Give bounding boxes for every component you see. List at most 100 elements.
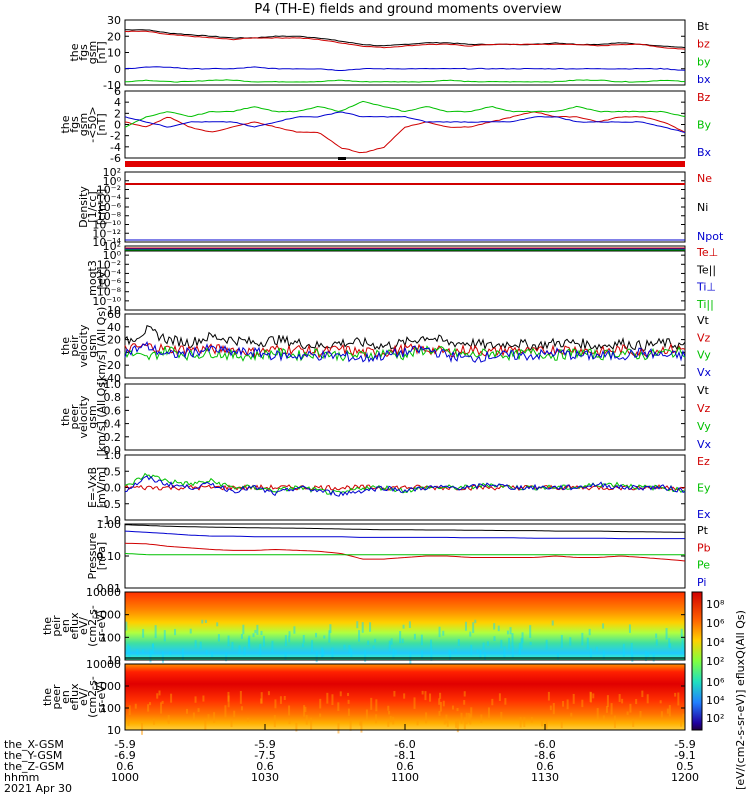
spectrogram-noise xyxy=(358,630,361,642)
spectrogram-noise xyxy=(469,631,472,637)
y-axis-label: (cm2-s- xyxy=(86,605,99,647)
spectrogram-noise xyxy=(392,716,395,725)
spectrogram-noise xyxy=(681,638,684,652)
spectrogram-noise xyxy=(267,691,270,696)
spectrogram-noise xyxy=(393,690,396,697)
spectrogram-noise xyxy=(127,644,130,653)
y-axis-label: gsm xyxy=(77,113,90,136)
y-axis-label: peir xyxy=(68,335,81,357)
y-tick-label: -40 xyxy=(103,372,121,385)
y-axis-label: eV/ xyxy=(77,688,90,706)
spectrogram-noise xyxy=(372,645,375,649)
spectrogram-noise xyxy=(217,634,220,642)
spectrogram-noise xyxy=(479,649,482,659)
legend-peer-velocity-Vy: Vy xyxy=(697,420,711,433)
y-axis-label: fgs xyxy=(77,44,90,61)
x-tick-label: -6.0 xyxy=(534,738,555,751)
series-e-vxb-Ez xyxy=(124,484,686,491)
spectrogram-noise xyxy=(520,638,523,650)
spectrogram-noise xyxy=(256,624,259,635)
legend-density-Ni: Ni xyxy=(697,201,708,214)
spectrogram-noise xyxy=(491,698,494,706)
y-axis-label: (cm2-s- xyxy=(86,676,99,718)
y-tick-label: 0.01 xyxy=(97,582,122,595)
spectrogram-noise xyxy=(343,644,346,650)
spectrogram-noise xyxy=(605,706,608,713)
legend-e-vxb-Ez: Ez xyxy=(697,455,710,468)
spectrogram-noise xyxy=(328,630,331,643)
spectrogram-noise xyxy=(424,691,427,701)
spectrogram-noise xyxy=(523,717,526,728)
spectrogram-noise xyxy=(438,698,441,705)
spectrogram-noise xyxy=(476,649,479,653)
y-axis-label: [eV] xyxy=(95,267,108,290)
spectrogram-noise xyxy=(224,705,227,718)
y-tick-label: 1.00 xyxy=(97,518,122,531)
y-axis-label: peer xyxy=(68,404,81,430)
y-tick-label: 10 xyxy=(107,47,121,60)
spectrogram-noise xyxy=(149,649,152,663)
spectrogram-noise xyxy=(500,639,503,649)
spectrogram-noise xyxy=(556,653,559,660)
spectrogram-noise xyxy=(595,646,598,652)
spectrogram-noise xyxy=(402,624,405,629)
x-tick-label: -9.1 xyxy=(674,749,695,762)
legend-peer-velocity-Vt: Vt xyxy=(697,384,710,397)
legend-pressure-Pb: Pb xyxy=(697,541,711,554)
y-axis-label: the xyxy=(68,43,81,61)
spectrogram-noise xyxy=(388,710,391,715)
spectrogram-noise xyxy=(511,633,514,647)
spectrogram-noise xyxy=(551,620,554,626)
spectrogram-noise xyxy=(469,714,472,725)
legend-temperature-Te||: Te|| xyxy=(696,263,716,276)
spectrogram-noise xyxy=(451,705,454,710)
spectrogram-noise xyxy=(403,693,406,699)
y-tick-label: 0.2 xyxy=(104,431,122,444)
series-fgs-gsm-bz xyxy=(124,30,686,50)
y-axis-label: [nPa] xyxy=(95,542,108,570)
spectrogram-noise xyxy=(454,721,457,728)
spectrogram-noise xyxy=(319,698,322,709)
panel-frame-peer-velocity xyxy=(124,383,686,451)
spectrogram-noise xyxy=(319,713,322,718)
spectrogram-noise xyxy=(592,693,595,699)
y-tick-label: 0.5 xyxy=(104,465,122,478)
x-row-label-the_Z-GSM: the_Z-GSM xyxy=(4,760,64,773)
y-tick-label: 20 xyxy=(107,334,121,347)
legend-e-vxb-Ey: Ey xyxy=(697,482,711,495)
spectrogram-noise xyxy=(225,652,228,662)
spectrogram-noise xyxy=(465,712,468,725)
spectrogram-noise xyxy=(283,695,286,700)
x-tick-label: 0.6 xyxy=(396,760,414,773)
spectrogram-noise xyxy=(347,699,350,704)
y-tick-label: 10 xyxy=(107,654,121,667)
y-axis-label: [km/s] (All Qs) xyxy=(95,307,108,386)
spectrogram-noise xyxy=(367,640,370,645)
colorbar-tick-label: 10⁶ xyxy=(706,617,725,630)
spectrogram-noise xyxy=(443,718,446,725)
spectrogram-noise xyxy=(303,705,306,717)
spectrogram-noise xyxy=(274,699,277,709)
date-label: 2021 Apr 30 xyxy=(4,782,72,795)
x-tick-label: -6.9 xyxy=(114,749,135,762)
spectrogram-noise xyxy=(375,714,378,724)
spectrogram-noise xyxy=(288,631,291,637)
colorbar xyxy=(691,591,703,731)
spectrogram-noise xyxy=(390,638,393,645)
y-tick-label: 0.4 xyxy=(104,418,122,431)
legend-pressure-Pt: Pt xyxy=(697,524,709,537)
y-axis-label: gsm xyxy=(86,41,99,64)
y-tick-label: -4 xyxy=(110,141,121,154)
spectrogram-noise xyxy=(474,619,477,624)
spectrogram-noise xyxy=(482,642,485,650)
series-pressure-Pb xyxy=(124,542,686,562)
spectrogram-noise xyxy=(364,650,367,662)
spectrogram-noise xyxy=(493,636,496,641)
x-tick-label: 1100 xyxy=(391,771,419,784)
y-tick-label: 0.0 xyxy=(104,444,122,457)
spectrogram-noise xyxy=(227,635,230,647)
spectrogram-noise xyxy=(518,642,521,655)
spectrogram-noise xyxy=(508,637,511,650)
legend-peir-velocity-Vt: Vt xyxy=(697,314,710,327)
